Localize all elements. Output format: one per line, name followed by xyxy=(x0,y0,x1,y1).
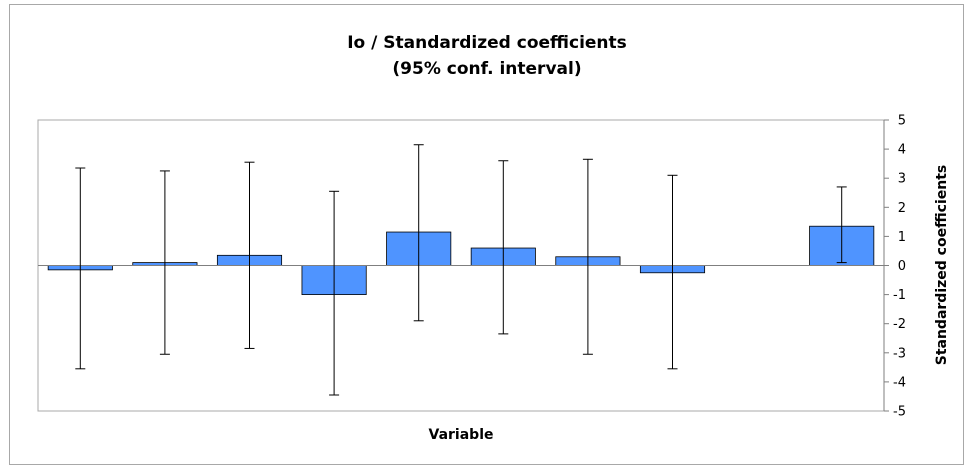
error-bar-2 xyxy=(159,170,170,355)
y-tick-label: 1 xyxy=(898,230,906,245)
error-bar-7 xyxy=(582,158,593,355)
error-bar-5 xyxy=(413,144,424,322)
y-tick-label: -5 xyxy=(893,405,906,420)
error-bar-1 xyxy=(75,167,86,370)
y-tick-label: -1 xyxy=(893,288,906,303)
y-axis-title: Standardized coefficients xyxy=(934,165,950,366)
chart-title: Io / Standardized coefficients (95% conf… xyxy=(0,30,974,82)
error-bar-4 xyxy=(329,190,340,396)
chart-title-line2: (95% conf. interval) xyxy=(392,59,582,79)
chart-title-line1: Io / Standardized coefficients xyxy=(347,33,627,53)
y-tick-label: 0 xyxy=(898,259,906,274)
y-tick-label: -4 xyxy=(893,375,906,390)
y-tick-label: 4 xyxy=(898,143,906,158)
y-tick-label: 5 xyxy=(898,114,906,129)
y-tick-label: 2 xyxy=(898,201,906,216)
y-tick-label: -3 xyxy=(893,346,906,361)
error-bar-3 xyxy=(244,161,255,349)
x-axis-title: Variable xyxy=(429,427,494,443)
y-ticks-group: 5 4 3 2 1 0 -1 -2 -3 -4 -5 xyxy=(884,114,906,420)
error-bar-10 xyxy=(836,186,847,264)
y-tick-label: -2 xyxy=(893,317,906,332)
error-bar-8 xyxy=(667,174,678,370)
y-tick-label: 3 xyxy=(898,172,906,187)
error-bars-group xyxy=(75,144,847,396)
error-bar-6 xyxy=(498,160,509,335)
